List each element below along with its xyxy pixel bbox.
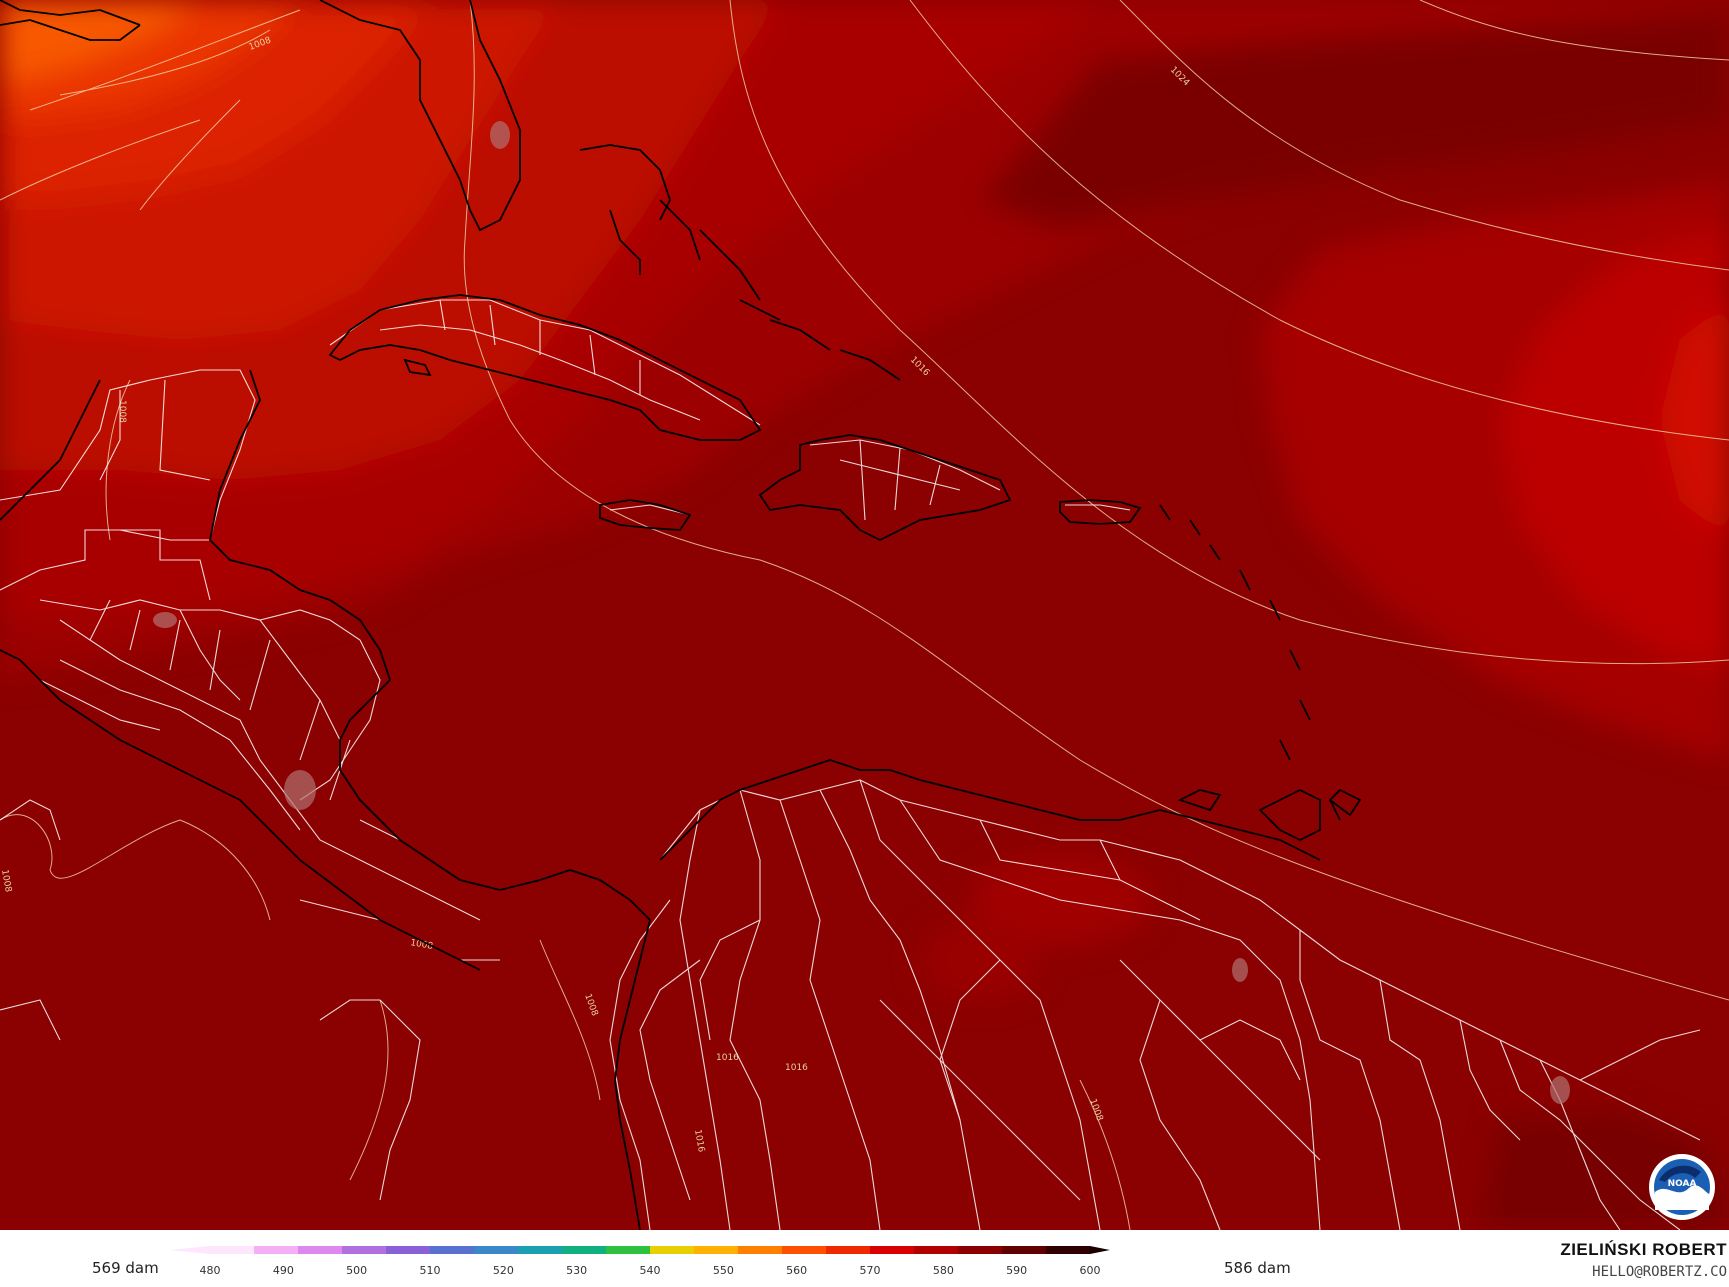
colorbar-segment [1046,1246,1091,1254]
legend-bar [0,1230,1729,1287]
isobar-lines [0,0,1729,1230]
author-email: HELLO@ROBERTZ.CO [1592,1264,1727,1280]
colorbar-segment [738,1246,783,1254]
colorbar-segment [474,1246,519,1254]
colorbar-segment [254,1246,299,1254]
colorbar-tick-label: 500 [346,1264,367,1277]
highland-patches [153,121,1570,1104]
colorbar-segments [170,1246,1110,1254]
colorbar-arrow-right [1090,1246,1110,1254]
colorbar-tick-label: 540 [640,1264,661,1277]
noaa-logo-text: NOAA [1668,1179,1697,1189]
colorbar-tick-label: 560 [786,1264,807,1277]
colorbar-segment [694,1246,739,1254]
colorbar-tick-label: 530 [566,1264,587,1277]
band-east-2 [1500,230,1729,670]
colorbar-tick-label: 480 [200,1264,221,1277]
isobar-label: 1016 [785,1063,808,1073]
blob-llanos [920,920,1040,1000]
coastlines [0,0,1362,1230]
colorbar-arrow-left [170,1246,210,1254]
isobar-label: 1008 [117,400,127,423]
colorbar-segment [1002,1246,1047,1254]
colorbar-tick-label: 490 [273,1264,294,1277]
colorbar-segment [210,1246,255,1254]
band-east-3 [1660,300,1729,540]
colorbar-tick-label: 520 [493,1264,514,1277]
colorbar-tick-label: 580 [933,1264,954,1277]
colorbar-tick-label: 510 [420,1264,441,1277]
colorbar-ticks: 480 490 500 510 520 530 540 550 560 570 580 590 600 [200,1264,1101,1277]
colorbar-segment [386,1246,431,1254]
legend-min-label: 569 dam [92,1259,159,1277]
colorbar-segment [870,1246,915,1254]
colorbar-tick-label: 570 [860,1264,881,1277]
height-bands [0,0,1729,1230]
colorbar-segment [914,1246,959,1254]
ridge-north [980,10,1729,230]
colorbar-segment [958,1246,1003,1254]
author-credit: ZIELIŃSKI ROBERT [1560,1240,1727,1259]
geopotential-map: 1008 1024 1016 1008 1008 1008 1016 1016 … [0,0,1729,1230]
isobar-label: 1016 [692,1129,706,1154]
colorbar-tick-label: 590 [1006,1264,1027,1277]
isobar-label: 1016 [716,1053,739,1063]
colorbar-tick-label: 600 [1080,1264,1101,1277]
colorbar-segment [826,1246,871,1254]
legend-max-label: 586 dam [1224,1259,1291,1277]
map-panel: 1008 1024 1016 1008 1008 1008 1016 1016 … [0,0,1729,1230]
colorbar-tick-label: 550 [713,1264,734,1277]
colorbar-segment [518,1246,563,1254]
colorbar-segment [562,1246,607,1254]
colorbar-segment [298,1246,343,1254]
colorbar-segment [342,1246,387,1254]
noaa-logo-icon: NOAA [1649,1154,1715,1220]
colorbar: 480 490 500 510 520 530 540 550 560 570 580 590 600 [170,1246,1110,1277]
colorbar-segment [782,1246,827,1254]
isobar-label: 1008 [409,938,434,952]
isobar-label: 1008 [0,869,13,894]
colorbar-segment [606,1246,651,1254]
colorbar-segment [650,1246,695,1254]
colorbar-segment [430,1246,475,1254]
